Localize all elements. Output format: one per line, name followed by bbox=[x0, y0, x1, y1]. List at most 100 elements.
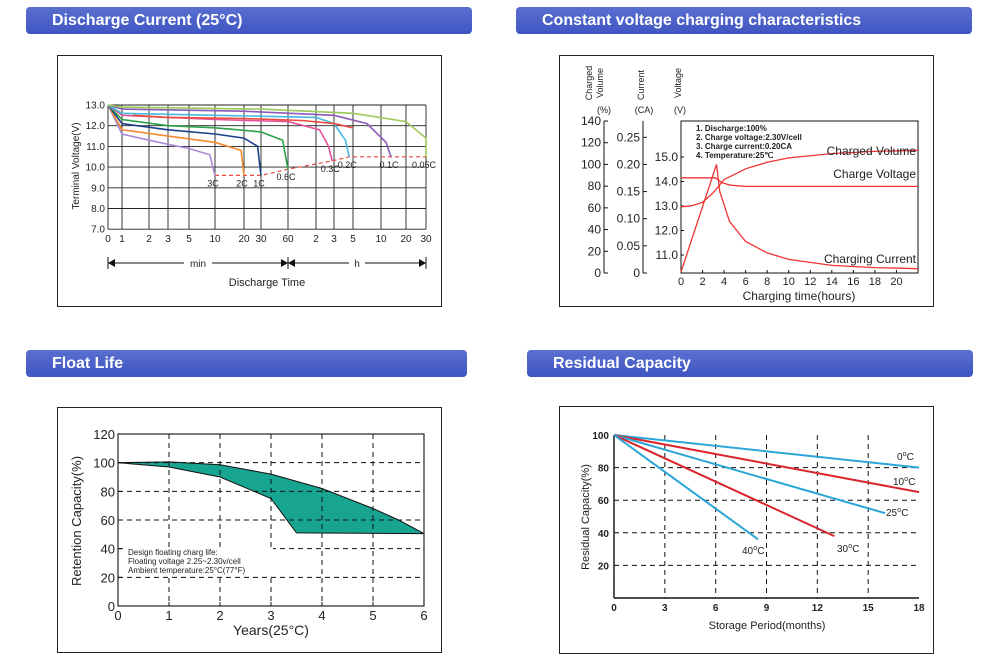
degree-mark: o bbox=[904, 476, 908, 483]
discharge-panel: 13.0 12.0 11.0 10.0 9.0 8.0 7.0 0 1 2 3 5 10 20 30 60 2 3… bbox=[57, 55, 442, 307]
x-tick-label: 30 bbox=[255, 234, 267, 245]
y-tick-label: 100 bbox=[592, 431, 609, 442]
degree-mark: o bbox=[753, 545, 757, 552]
cv-chart: 0 2 4 6 8 10 12 14 16 18 20 140 120 100 80 60 40 20 0 0.25 0… bbox=[581, 66, 919, 303]
series-line bbox=[132, 114, 354, 129]
x-tick-label: 30 bbox=[420, 234, 432, 245]
note-text: 1. Discharge:100% bbox=[696, 124, 767, 133]
float-chart: 120 100 80 60 40 20 00 1 2 3 4 5 6 Design floating ch… bbox=[69, 427, 428, 638]
x-tick-label: 1 bbox=[119, 234, 125, 245]
note-text: Floating voltage 2.25~2.30v/cell bbox=[128, 557, 241, 566]
series-label: 3C bbox=[207, 178, 219, 188]
float-header: Float Life bbox=[26, 350, 467, 377]
x-tick-label: 14 bbox=[826, 276, 838, 288]
x-tick-label: 6 bbox=[743, 276, 749, 288]
x-tick-label: 60 bbox=[282, 234, 294, 245]
x-tick-label: 0 bbox=[114, 608, 121, 623]
y-tick-label: 7.0 bbox=[91, 225, 105, 236]
residual-panel: 100 80 60 40 20 0 3 6 9 12 15 18 0 o C 10 o C 25 o C 30 o C 40 o C… bbox=[559, 406, 934, 654]
x-axis-label: Storage Period(months) bbox=[709, 620, 826, 632]
x-tick-label: 9 bbox=[764, 603, 770, 614]
y-tick-label: 20 bbox=[101, 570, 115, 585]
unit-h-label: h bbox=[354, 259, 360, 270]
plot-box bbox=[117, 433, 425, 607]
voltage-axis-title: Voltage bbox=[673, 68, 683, 98]
y-tick-label: 40 bbox=[598, 529, 610, 540]
degree-mark: o bbox=[903, 451, 907, 458]
current-tick-label: 0.05 bbox=[617, 239, 641, 253]
x-tick-label: 4 bbox=[318, 608, 325, 623]
note-text: 3. Charge current:0.20CA bbox=[696, 142, 792, 151]
y-tick-label: 60 bbox=[101, 513, 115, 528]
x-tick-label: 0 bbox=[105, 234, 111, 245]
series-label: 40 bbox=[742, 546, 754, 557]
charged-volume-line bbox=[680, 149, 919, 208]
volume-tick-label: 120 bbox=[581, 136, 601, 150]
volume-axis-title: Charged bbox=[584, 66, 594, 101]
x-tick-label: 2 bbox=[216, 608, 223, 623]
y-tick-label: 100 bbox=[93, 456, 115, 471]
note-text: 2. Charge voltage:2.30V/cell bbox=[696, 133, 802, 142]
x-tick-label: 20 bbox=[400, 234, 412, 245]
series-label: 0.05C bbox=[412, 160, 437, 170]
volume-axis-unit: (%) bbox=[597, 105, 611, 115]
x-tick-label: 12 bbox=[804, 276, 816, 288]
volume-axis-title: Volume bbox=[595, 68, 605, 98]
current-tick-label: 0.25 bbox=[617, 130, 641, 144]
degree-mark: o bbox=[848, 543, 852, 550]
voltage-tick-label: 12.0 bbox=[655, 224, 679, 238]
x-tick-label: 8 bbox=[764, 276, 770, 288]
series-unit: C bbox=[757, 546, 764, 557]
series-line bbox=[613, 434, 920, 494]
x-tick-label: 5 bbox=[350, 234, 356, 245]
discharge-chart: 13.0 12.0 11.0 10.0 9.0 8.0 7.00 1 2 3 5 10 20 30 60 2 3… bbox=[71, 101, 437, 290]
x-tick-label: 15 bbox=[863, 603, 875, 614]
charge-voltage-label: Charge Voltage bbox=[833, 167, 916, 181]
volume-tick-label: 140 bbox=[581, 114, 601, 128]
note-text: 4. Temperature:25℃ bbox=[696, 151, 773, 160]
y-tick-label: 120 bbox=[93, 427, 115, 442]
volume-tick-label: 40 bbox=[588, 223, 602, 237]
x-tick-label: 10 bbox=[375, 234, 387, 245]
current-tick-label: 0.15 bbox=[617, 185, 641, 199]
series-line bbox=[107, 104, 350, 157]
x-tick-label: 5 bbox=[186, 234, 192, 245]
volume-tick-label: 100 bbox=[581, 157, 601, 171]
series-label: 30 bbox=[837, 544, 849, 555]
series-label: 10 bbox=[893, 477, 905, 488]
note-text: Design floating charg life: bbox=[128, 548, 218, 557]
voltage-tick-label: 14.0 bbox=[655, 175, 679, 189]
charge-voltage-line bbox=[681, 177, 918, 188]
x-tick-label: 4 bbox=[721, 276, 727, 288]
y-tick-label: 13.0 bbox=[86, 101, 106, 112]
x-tick-label: 2 bbox=[313, 234, 319, 245]
arrow-right-icon bbox=[419, 259, 426, 267]
x-axis-label: Years(25°C) bbox=[233, 622, 309, 638]
residual-header: Residual Capacity bbox=[527, 350, 973, 377]
x-tick-label: 20 bbox=[238, 234, 250, 245]
note-bg bbox=[125, 547, 273, 576]
y-tick-label: 80 bbox=[598, 464, 610, 475]
x-tick-label: 18 bbox=[913, 603, 925, 614]
cv-header: Constant voltage charging characteristic… bbox=[516, 7, 972, 34]
charging-current-label: Charging Current bbox=[824, 252, 917, 266]
volume-tick-label: 0 bbox=[594, 266, 601, 280]
y-tick-label: 9.0 bbox=[91, 183, 105, 194]
x-tick-label: 5 bbox=[369, 608, 376, 623]
x-tick-label: 3 bbox=[165, 234, 171, 245]
series-unit: C bbox=[907, 452, 914, 463]
charged-volume-label: Charged Volume bbox=[827, 144, 917, 158]
current-axis-unit: (CA) bbox=[635, 105, 654, 115]
y-axis-label: Residual Capacity(%) bbox=[580, 464, 592, 570]
arrow-left-icon bbox=[288, 259, 295, 267]
series-line bbox=[107, 104, 427, 157]
y-tick-label: 0 bbox=[108, 599, 115, 614]
plot-box bbox=[680, 120, 919, 274]
series-line bbox=[107, 104, 245, 176]
current-tick-label: 0.10 bbox=[617, 212, 641, 226]
x-tick-label: 2 bbox=[146, 234, 152, 245]
series-line bbox=[613, 434, 835, 538]
series-line bbox=[613, 434, 759, 541]
voltage-axis-unit: (V) bbox=[674, 105, 686, 115]
